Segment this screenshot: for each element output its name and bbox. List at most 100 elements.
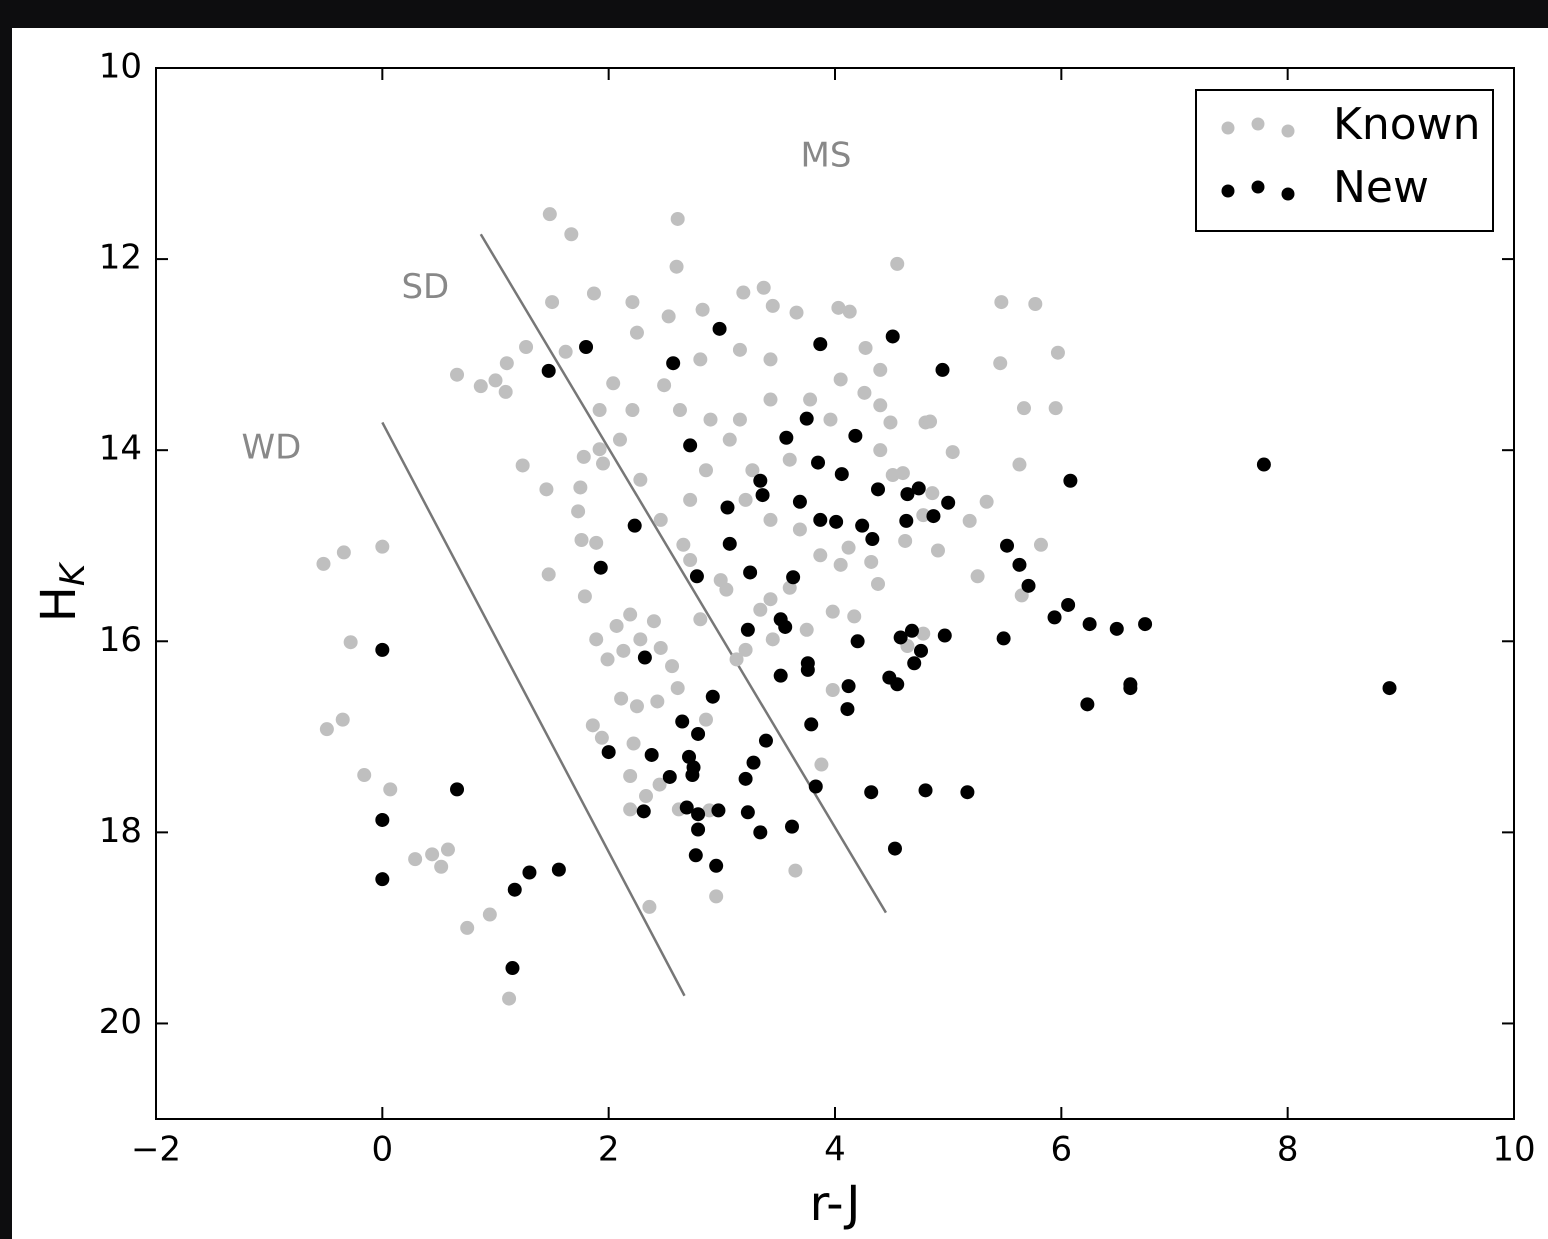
y-axis-label-main: H: [31, 586, 87, 622]
point: [623, 607, 638, 622]
point: [829, 514, 844, 529]
x-tick-label: 6: [1051, 1130, 1073, 1170]
point: [683, 553, 698, 568]
point: [799, 622, 814, 637]
legend-marker: [1221, 184, 1235, 198]
point: [813, 512, 828, 527]
point: [941, 495, 956, 510]
point: [765, 298, 780, 313]
point: [683, 492, 698, 507]
point: [994, 295, 1009, 310]
point: [627, 518, 642, 533]
point: [375, 539, 390, 554]
point: [1063, 473, 1078, 488]
point: [765, 632, 780, 647]
point: [719, 582, 734, 597]
point: [740, 805, 755, 820]
point: [425, 847, 440, 862]
point: [688, 848, 703, 863]
point: [850, 634, 865, 649]
point: [440, 842, 455, 857]
point: [799, 411, 814, 426]
point: [450, 782, 465, 797]
point: [434, 859, 449, 874]
point: [657, 378, 672, 393]
point: [786, 570, 801, 585]
point: [592, 442, 607, 457]
point: [639, 789, 654, 804]
point: [1080, 697, 1095, 712]
point: [629, 699, 644, 714]
point: [736, 285, 751, 300]
point: [926, 509, 941, 524]
point: [670, 681, 685, 696]
x-axis-label: r-J: [810, 1176, 861, 1232]
point: [871, 576, 886, 591]
point: [623, 768, 638, 783]
point: [753, 602, 768, 617]
point: [788, 863, 803, 878]
point: [596, 456, 611, 471]
y-axis-label-subscript: K: [53, 561, 93, 586]
point: [784, 819, 799, 834]
point: [916, 508, 931, 523]
point: [864, 554, 879, 569]
point: [576, 449, 591, 464]
point: [515, 458, 530, 473]
point: [847, 609, 862, 624]
point: [505, 961, 520, 976]
point: [792, 494, 807, 509]
point: [672, 403, 687, 418]
point: [383, 782, 398, 797]
point: [558, 344, 573, 359]
point: [745, 463, 760, 478]
point: [695, 302, 710, 317]
point: [1012, 557, 1027, 572]
point: [935, 362, 950, 377]
point: [519, 339, 534, 354]
point: [662, 769, 677, 784]
point: [488, 373, 503, 388]
point: [763, 512, 778, 527]
point: [1016, 401, 1031, 416]
point: [653, 512, 668, 527]
point: [551, 862, 566, 877]
legend-box: [1195, 89, 1494, 232]
point: [930, 543, 945, 558]
point: [813, 548, 828, 563]
legend-marker: [1221, 121, 1235, 135]
point: [738, 771, 753, 786]
point: [606, 376, 621, 391]
point: [698, 463, 713, 478]
point: [825, 683, 840, 698]
point: [691, 822, 706, 837]
point: [873, 362, 888, 377]
point: [586, 286, 601, 301]
point: [904, 623, 919, 638]
point: [825, 604, 840, 619]
point: [778, 619, 793, 634]
point: [823, 412, 838, 427]
y-tick-label: 16: [99, 620, 142, 660]
point: [670, 211, 685, 226]
point: [633, 472, 648, 487]
point: [763, 592, 778, 607]
divider-line: [479, 233, 887, 914]
point: [885, 329, 900, 344]
point: [319, 722, 334, 737]
point: [831, 300, 846, 315]
legend-marker: [1251, 180, 1265, 194]
point: [996, 631, 1011, 646]
point: [1138, 617, 1153, 632]
legend-marker: [1281, 124, 1295, 138]
point: [1047, 610, 1062, 625]
point: [800, 662, 815, 677]
point: [343, 635, 358, 650]
point: [814, 757, 829, 772]
point: [808, 779, 823, 794]
point: [644, 747, 659, 762]
point: [693, 612, 708, 627]
point: [907, 656, 922, 671]
point: [585, 718, 600, 733]
point: [633, 632, 648, 647]
